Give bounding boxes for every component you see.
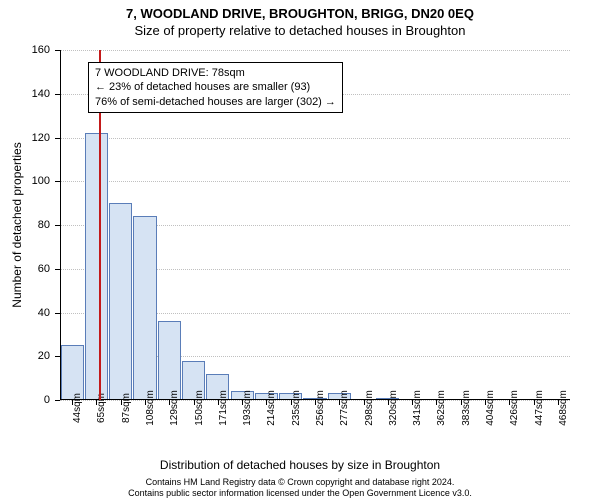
histogram-bar — [158, 321, 181, 400]
y-tick-label: 100 — [32, 175, 50, 187]
x-tick-label: 108sqm — [145, 390, 156, 426]
x-tick-label: 235sqm — [291, 390, 302, 426]
x-tick-label: 404sqm — [485, 390, 496, 426]
y-axis-label: Number of detached properties — [10, 142, 24, 307]
chart-container: 7, WOODLAND DRIVE, BROUGHTON, BRIGG, DN2… — [0, 0, 600, 500]
y-tick-label: 20 — [38, 350, 50, 362]
x-tick-label: 341sqm — [412, 390, 423, 426]
chart-title-sub: Size of property relative to detached ho… — [0, 21, 600, 42]
y-tick-label: 120 — [32, 132, 50, 144]
x-tick-label: 129sqm — [169, 390, 180, 426]
footer-line1: Contains HM Land Registry data © Crown c… — [0, 477, 600, 488]
chart-title-main: 7, WOODLAND DRIVE, BROUGHTON, BRIGG, DN2… — [0, 0, 600, 21]
x-tick-label: 256sqm — [315, 390, 326, 426]
annotation-line: 7 WOODLAND DRIVE: 78sqm — [95, 66, 336, 80]
x-tick-label: 447sqm — [534, 390, 545, 426]
annotation-line: ← 23% of detached houses are smaller (93… — [95, 80, 336, 94]
x-tick-label: 150sqm — [194, 390, 205, 426]
x-tick-label: 320sqm — [388, 390, 399, 426]
annotation-line: 76% of semi-detached houses are larger (… — [95, 95, 336, 109]
histogram-bar — [61, 345, 84, 400]
y-tick-label: 140 — [32, 88, 50, 100]
histogram-bar — [109, 203, 132, 400]
plot-area: 02040608010012014016044sqm65sqm87sqm108s… — [60, 50, 570, 400]
y-tick — [55, 400, 60, 401]
gridline — [60, 138, 570, 139]
x-tick-label: 298sqm — [364, 390, 375, 426]
x-tick-label: 65sqm — [96, 393, 107, 423]
y-axis-line — [60, 50, 61, 400]
histogram-bar — [85, 133, 108, 400]
y-tick-label: 160 — [32, 44, 50, 56]
gridline — [60, 50, 570, 51]
x-axis-label: Distribution of detached houses by size … — [0, 458, 600, 472]
x-tick-label: 383sqm — [461, 390, 472, 426]
x-tick-label: 87sqm — [121, 393, 132, 423]
x-tick-label: 171sqm — [218, 390, 229, 426]
x-tick-label: 426sqm — [509, 390, 520, 426]
annotation-box: 7 WOODLAND DRIVE: 78sqm← 23% of detached… — [88, 62, 343, 113]
x-axis-line — [60, 399, 570, 400]
x-tick-label: 468sqm — [558, 390, 569, 426]
y-tick-label: 0 — [44, 394, 50, 406]
y-tick-label: 60 — [38, 263, 50, 275]
x-tick-label: 193sqm — [242, 390, 253, 426]
x-tick-label: 362sqm — [436, 390, 447, 426]
y-tick-label: 40 — [38, 307, 50, 319]
x-tick-label: 214sqm — [266, 390, 277, 426]
y-tick-label: 80 — [38, 219, 50, 231]
footer-line2: Contains public sector information licen… — [0, 488, 600, 499]
footer-attribution: Contains HM Land Registry data © Crown c… — [0, 477, 600, 499]
x-tick-label: 44sqm — [72, 393, 83, 423]
gridline — [60, 181, 570, 182]
histogram-bar — [133, 216, 156, 400]
x-tick-label: 277sqm — [339, 390, 350, 426]
